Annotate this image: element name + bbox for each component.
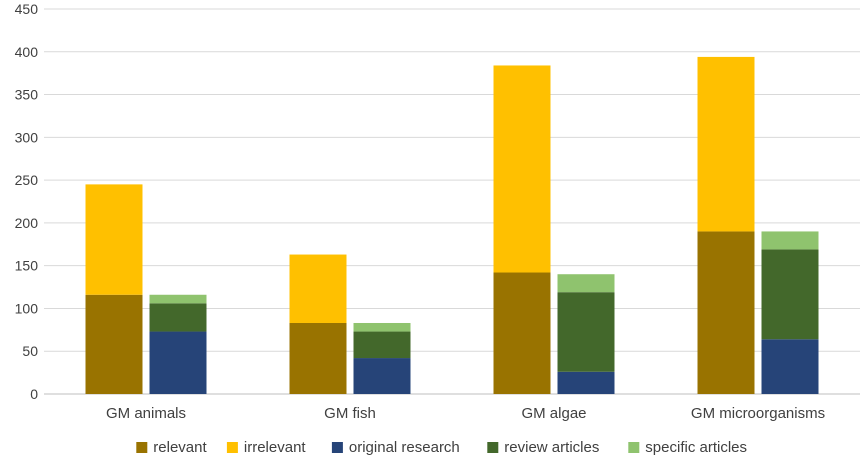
- x-category-label: GM algae: [521, 405, 586, 422]
- bar-gm-fish-relevant: [289, 322, 347, 394]
- bar-gm-fish-specific-articles: [353, 322, 411, 332]
- bar-gm-fish-review-articles: [353, 331, 411, 359]
- legend-label: original research: [349, 439, 460, 456]
- x-axis-category-labels: GM animals GM fish GM algae GM microorganis…: [106, 405, 825, 422]
- legend-item-review-articles: review articles: [487, 439, 599, 456]
- legend-item-relevant: relevant: [136, 439, 207, 456]
- bar-gm-microorganisms-original-research: [761, 339, 819, 394]
- x-category-label: GM fish: [324, 405, 376, 422]
- bar-gm-animals-original-research: [149, 331, 207, 394]
- bar-gm-algae-relevant: [493, 272, 551, 394]
- bar-gm-algae-irrelevant: [493, 65, 551, 273]
- legend-swatch-irrelevant: [226, 442, 238, 453]
- y-tick-label: 100: [15, 300, 39, 316]
- legend-label: irrelevant: [244, 439, 307, 456]
- bar-gm-animals-relevant: [85, 294, 143, 394]
- bars: [85, 56, 819, 394]
- legend-item-irrelevant: irrelevant: [226, 439, 307, 456]
- legend: relevant irrelevant original research revie…: [136, 439, 747, 456]
- legend-swatch-relevant: [136, 442, 148, 453]
- bar-gm-algae-review-articles: [557, 292, 615, 372]
- y-tick-label: 50: [22, 343, 38, 359]
- legend-label: relevant: [153, 439, 207, 456]
- legend-swatch-original-research: [331, 442, 343, 453]
- bar-gm-animals-review-articles: [149, 303, 207, 332]
- bar-gm-algae-original-research: [557, 371, 615, 394]
- bar-gm-algae-specific-articles: [557, 274, 615, 293]
- bar-gm-microorganisms-specific-articles: [761, 231, 819, 250]
- y-tick-label: 450: [15, 1, 39, 17]
- legend-swatch-review-articles: [487, 442, 499, 453]
- legend-label: review articles: [504, 439, 599, 456]
- y-axis-tick-labels: 0 50 100 150 200 250 300 350 400 450: [15, 1, 39, 402]
- y-tick-label: 250: [15, 172, 39, 188]
- y-tick-label: 400: [15, 44, 39, 60]
- legend-label: specific articles: [645, 439, 747, 456]
- bar-gm-microorganisms-irrelevant: [697, 56, 755, 232]
- y-tick-label: 350: [15, 87, 39, 103]
- bar-gm-microorganisms-relevant: [697, 231, 755, 394]
- y-tick-label: 300: [15, 129, 39, 145]
- legend-item-specific-articles: specific articles: [628, 439, 747, 456]
- y-tick-label: 0: [30, 386, 38, 402]
- bar-gm-animals-irrelevant: [85, 184, 143, 295]
- bar-gm-animals-specific-articles: [149, 294, 207, 304]
- x-category-label: GM animals: [106, 405, 186, 422]
- bar-gm-fish-irrelevant: [289, 254, 347, 323]
- y-tick-label: 150: [15, 258, 39, 274]
- bar-gm-microorganisms-review-articles: [761, 249, 819, 340]
- legend-item-original-research: original research: [331, 439, 460, 456]
- y-tick-label: 200: [15, 215, 39, 231]
- x-category-label: GM microorganisms: [691, 405, 825, 422]
- legend-swatch-specific-articles: [628, 442, 640, 453]
- bar-gm-fish-original-research: [353, 358, 411, 394]
